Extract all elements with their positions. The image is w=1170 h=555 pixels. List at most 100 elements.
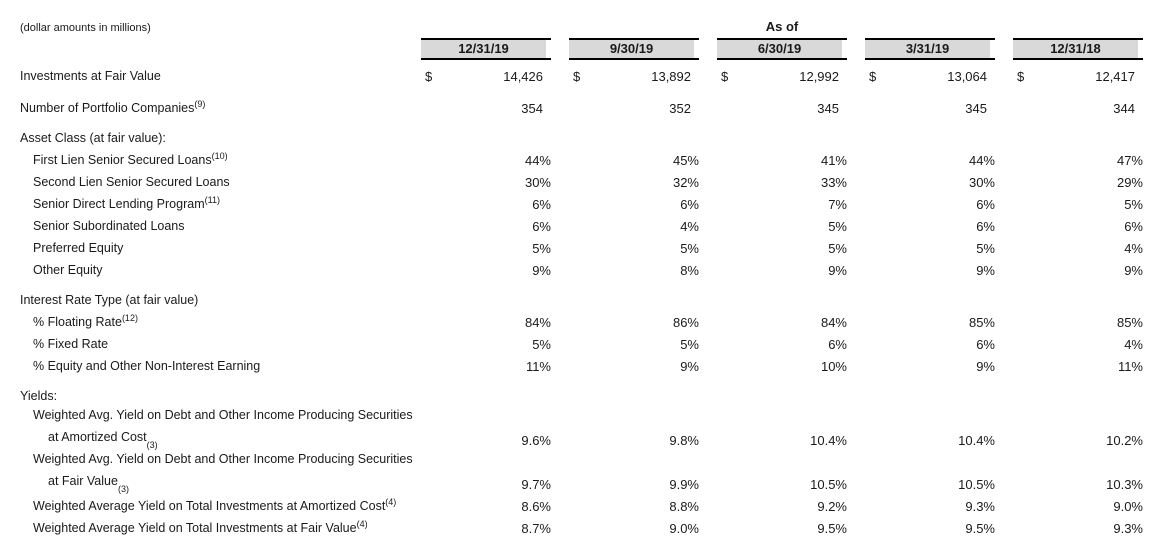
footnote-ref: (4) [356, 518, 368, 529]
row-label: Number of Portfolio Companies(9) [20, 98, 206, 115]
dollar-sign: $ [721, 69, 729, 84]
cell-value: 11% [1117, 358, 1143, 374]
value-cell: 345 [865, 101, 995, 116]
row-label: % Equity and Other Non-Interest Earning [33, 358, 261, 373]
value-cell: 6% [865, 197, 995, 212]
row-label: Preferred Equity [33, 240, 124, 255]
cell-value: 6% [976, 336, 995, 352]
cell-value: 9.3% [965, 498, 995, 514]
value-cell: 10.5% [717, 477, 847, 492]
value-cell: 9% [865, 263, 995, 278]
value-cell: 6% [717, 337, 847, 352]
row-label-line-2: at Fair Value (3) [48, 473, 129, 494]
date-label: 6/30/19 [717, 40, 842, 58]
cell-value: 9.0% [1113, 498, 1143, 514]
row-label: % Floating Rate(12) [33, 312, 138, 329]
value-cell: 30% [865, 175, 995, 190]
value-cell: 10.3% [1013, 477, 1143, 492]
footnote-ref: (4) [385, 496, 397, 507]
row-label-line-1: Weighted Avg. Yield on Debt and Other In… [33, 407, 413, 422]
value-cell: 9% [865, 359, 995, 374]
table-row: % Floating Rate(12) 84% 86% 84% 85% 85% [20, 308, 1170, 330]
row-label: Other Equity [33, 262, 103, 277]
cell-value: 5% [976, 240, 995, 256]
cell-value: 6% [976, 196, 995, 212]
row-label: First Lien Senior Secured Loans(10) [33, 150, 228, 167]
as-of-label: As of [765, 19, 799, 34]
cell-value: 8% [680, 262, 699, 278]
table-body: Investments at Fair Value $14,426 $13,892 $… [20, 62, 1170, 536]
value-cell: 9% [421, 263, 551, 278]
cell-value: 84% [524, 314, 551, 330]
cell-value: 344 [1113, 100, 1135, 116]
cell-value: 352 [669, 100, 691, 116]
value-cell: 5% [865, 241, 995, 256]
row-label: Yields: [20, 388, 58, 403]
table-row: Senior Subordinated Loans 6% 4% 5% 6% 6% [20, 212, 1170, 234]
table-row: % Equity and Other Non-Interest Earning 1… [20, 352, 1170, 374]
cell-value: 29% [1116, 174, 1143, 190]
cell-value: 6% [532, 218, 551, 234]
value-cell: 5% [1013, 197, 1143, 212]
value-cell: 352 [569, 101, 699, 116]
value-cell: 7% [717, 197, 847, 212]
table-row: Number of Portfolio Companies(9) 354 352 34… [20, 94, 1170, 116]
value-cell: 44% [421, 153, 551, 168]
table-row: Weighted Average Yield on Total Investme… [20, 492, 1170, 514]
cell-value: 86% [672, 314, 699, 330]
value-cell: 9.3% [1013, 521, 1143, 536]
table-row: First Lien Senior Secured Loans(10) 44% 45… [20, 146, 1170, 168]
section-header-row: Asset Class (at fair value): [20, 124, 1170, 146]
value-cell: 30% [421, 175, 551, 190]
value-cell: 9.2% [717, 499, 847, 514]
value-cell: 11% [1013, 359, 1143, 374]
value-cell: 84% [421, 315, 551, 330]
value-cell: $13,064 [865, 69, 995, 84]
cell-value: 5% [828, 240, 847, 256]
cell-value: 44% [968, 152, 995, 168]
value-cell: 9.0% [1013, 499, 1143, 514]
value-cell: 9% [1013, 263, 1143, 278]
dollar-sign: $ [573, 69, 581, 84]
cell-value: 8.7% [521, 520, 551, 536]
date-label: 9/30/19 [569, 40, 694, 58]
cell-value: 8.6% [521, 498, 551, 514]
cell-value: 6% [976, 218, 995, 234]
cell-value: 5% [680, 336, 699, 352]
row-label-line-2: at Amortized Cost (3) [48, 429, 158, 450]
cell-value: 85% [968, 314, 995, 330]
value-cell: 9.6% [421, 433, 551, 448]
row-label: % Fixed Rate [33, 336, 109, 351]
row-label-line-1: Weighted Avg. Yield on Debt and Other In… [33, 451, 413, 466]
cell-value: 9% [976, 262, 995, 278]
cell-value: 9% [680, 358, 699, 374]
value-cell: 6% [421, 197, 551, 212]
value-cell: 8.6% [421, 499, 551, 514]
cell-value: 10.5% [810, 476, 847, 492]
value-cell: 6% [865, 337, 995, 352]
footnote-ref: (10) [211, 150, 228, 161]
value-cell: 47% [1013, 153, 1143, 168]
table-row: Investments at Fair Value $14,426 $13,892 $… [20, 62, 1170, 84]
footnote-ref: (9) [194, 98, 206, 109]
cell-value: 9.5% [817, 520, 847, 536]
cell-value: 354 [521, 100, 543, 116]
section-header-row: Yields: [20, 382, 1170, 404]
row-label: Senior Subordinated Loans [33, 218, 185, 233]
cell-value: 33% [820, 174, 847, 190]
value-cell: 9.8% [569, 433, 699, 448]
cell-value: 9.7% [521, 476, 551, 492]
cell-value: 5% [532, 336, 551, 352]
cell-value: 7% [828, 196, 847, 212]
row-label: Weighted Avg. Yield on Debt and Other In… [20, 448, 421, 494]
cell-value: 44% [524, 152, 551, 168]
cell-value: 9% [976, 358, 995, 374]
value-cell: $13,892 [569, 69, 699, 84]
value-cell: $12,992 [717, 69, 847, 84]
value-cell: 9% [717, 263, 847, 278]
value-cell: 84% [717, 315, 847, 330]
cell-value: 32% [672, 174, 699, 190]
date-label: 3/31/19 [865, 40, 990, 58]
value-cell: 33% [717, 175, 847, 190]
cell-value: 9.0% [669, 520, 699, 536]
